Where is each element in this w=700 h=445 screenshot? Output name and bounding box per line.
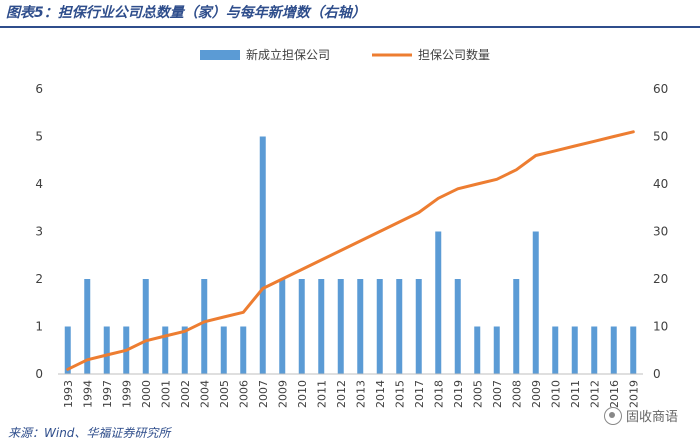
x-tick-label: 2004 xyxy=(198,380,211,408)
x-tick-label: 2016 xyxy=(608,380,621,408)
right-tick-label: 40 xyxy=(653,177,668,191)
bar xyxy=(513,279,520,374)
x-tick-label: 2011 xyxy=(569,380,582,408)
bar xyxy=(84,279,91,374)
x-tick-label: 2018 xyxy=(432,380,445,408)
right-tick-label: 10 xyxy=(653,320,668,334)
bar xyxy=(532,231,539,374)
bar xyxy=(571,326,578,374)
right-tick-label: 50 xyxy=(653,130,668,144)
x-tick-label: 2012 xyxy=(588,380,601,408)
bar xyxy=(630,326,637,374)
bar xyxy=(201,279,208,374)
legend-bar-swatch xyxy=(200,50,240,60)
x-tick-label: 2005 xyxy=(471,380,484,408)
x-tick-label: 2009 xyxy=(530,380,543,408)
left-tick-label: 4 xyxy=(35,177,43,191)
x-tick-label: 2019 xyxy=(452,380,465,408)
right-tick-label: 30 xyxy=(653,225,668,239)
x-tick-label: 2009 xyxy=(276,380,289,408)
x-tick-label: 1999 xyxy=(120,380,133,408)
bar xyxy=(396,279,403,374)
right-axis: 0 10 20 30 40 50 60 xyxy=(653,82,668,381)
bar xyxy=(474,326,481,374)
series-line xyxy=(66,130,635,371)
bar xyxy=(103,326,110,374)
x-tick-label: 2012 xyxy=(335,380,348,408)
x-tick-label: 2019 xyxy=(627,380,640,408)
right-tick-label: 20 xyxy=(653,272,668,286)
left-tick-label: 3 xyxy=(35,225,43,239)
x-tick-label: 1993 xyxy=(62,380,75,408)
left-tick-label: 2 xyxy=(35,272,43,286)
left-tick-label: 1 xyxy=(35,320,43,334)
title-rule xyxy=(0,26,700,28)
bar xyxy=(220,326,227,374)
bar xyxy=(376,279,383,374)
watermark-text: 固收商语 xyxy=(625,410,678,425)
x-tick-label: 2014 xyxy=(374,380,387,408)
bar xyxy=(357,279,364,374)
x-tick-label: 2010 xyxy=(296,380,309,408)
left-axis: 0 1 2 3 4 5 6 xyxy=(35,82,43,381)
x-tick-label: 2006 xyxy=(237,380,250,408)
legend: 新成立担保公司 担保公司数量 xyxy=(200,47,490,62)
watermark: 固收商语 xyxy=(603,406,678,425)
x-tick-label: 2005 xyxy=(218,380,231,408)
x-axis: 1993 1994 1997 1999 2000 2001 2002 2004 2005 2006… xyxy=(58,373,643,408)
bar xyxy=(181,326,188,374)
bar xyxy=(259,136,266,374)
bar xyxy=(64,326,71,374)
left-tick-label: 6 xyxy=(35,82,43,96)
bar xyxy=(454,279,461,374)
bar xyxy=(552,326,559,374)
wechat-icon xyxy=(603,406,622,425)
x-tick-label: 1994 xyxy=(81,380,94,408)
x-tick-label: 1997 xyxy=(101,380,114,408)
bar xyxy=(591,326,598,374)
bar-series xyxy=(64,136,637,374)
bar xyxy=(162,326,169,374)
bar xyxy=(240,326,247,374)
x-tick-label: 2008 xyxy=(510,380,523,408)
x-tick-label: 2017 xyxy=(413,380,426,408)
legend-line-label: 担保公司数量 xyxy=(418,47,490,62)
x-tick-label: 2011 xyxy=(315,380,328,408)
x-tick-label: 2002 xyxy=(179,380,192,408)
x-tick-label: 2000 xyxy=(140,380,153,408)
right-tick-label: 60 xyxy=(653,82,668,96)
x-tick-label: 2001 xyxy=(159,380,172,408)
bar xyxy=(415,279,422,374)
line-series xyxy=(66,130,635,371)
bar xyxy=(435,231,442,374)
left-tick-label: 5 xyxy=(35,130,43,144)
x-tick-label: 2007 xyxy=(257,380,270,408)
bar xyxy=(610,326,617,374)
bar xyxy=(279,279,286,374)
bar xyxy=(298,279,305,374)
right-tick-label: 0 xyxy=(653,367,661,381)
source-note: 来源：Wind、华福证券研究所 xyxy=(8,426,171,440)
bar xyxy=(142,279,149,374)
x-tick-label: 2007 xyxy=(491,380,504,408)
bar xyxy=(318,279,325,374)
x-tick-label: 2010 xyxy=(549,380,562,408)
bar xyxy=(493,326,500,374)
chart-title: 图表5：担保行业公司总数量（家）与每年新增数（右轴） xyxy=(6,5,366,21)
left-tick-label: 0 xyxy=(35,367,43,381)
x-tick-label: 2015 xyxy=(393,380,406,408)
bar xyxy=(337,279,344,374)
legend-bar-label: 新成立担保公司 xyxy=(246,47,330,62)
x-tick-label: 2013 xyxy=(354,380,367,408)
